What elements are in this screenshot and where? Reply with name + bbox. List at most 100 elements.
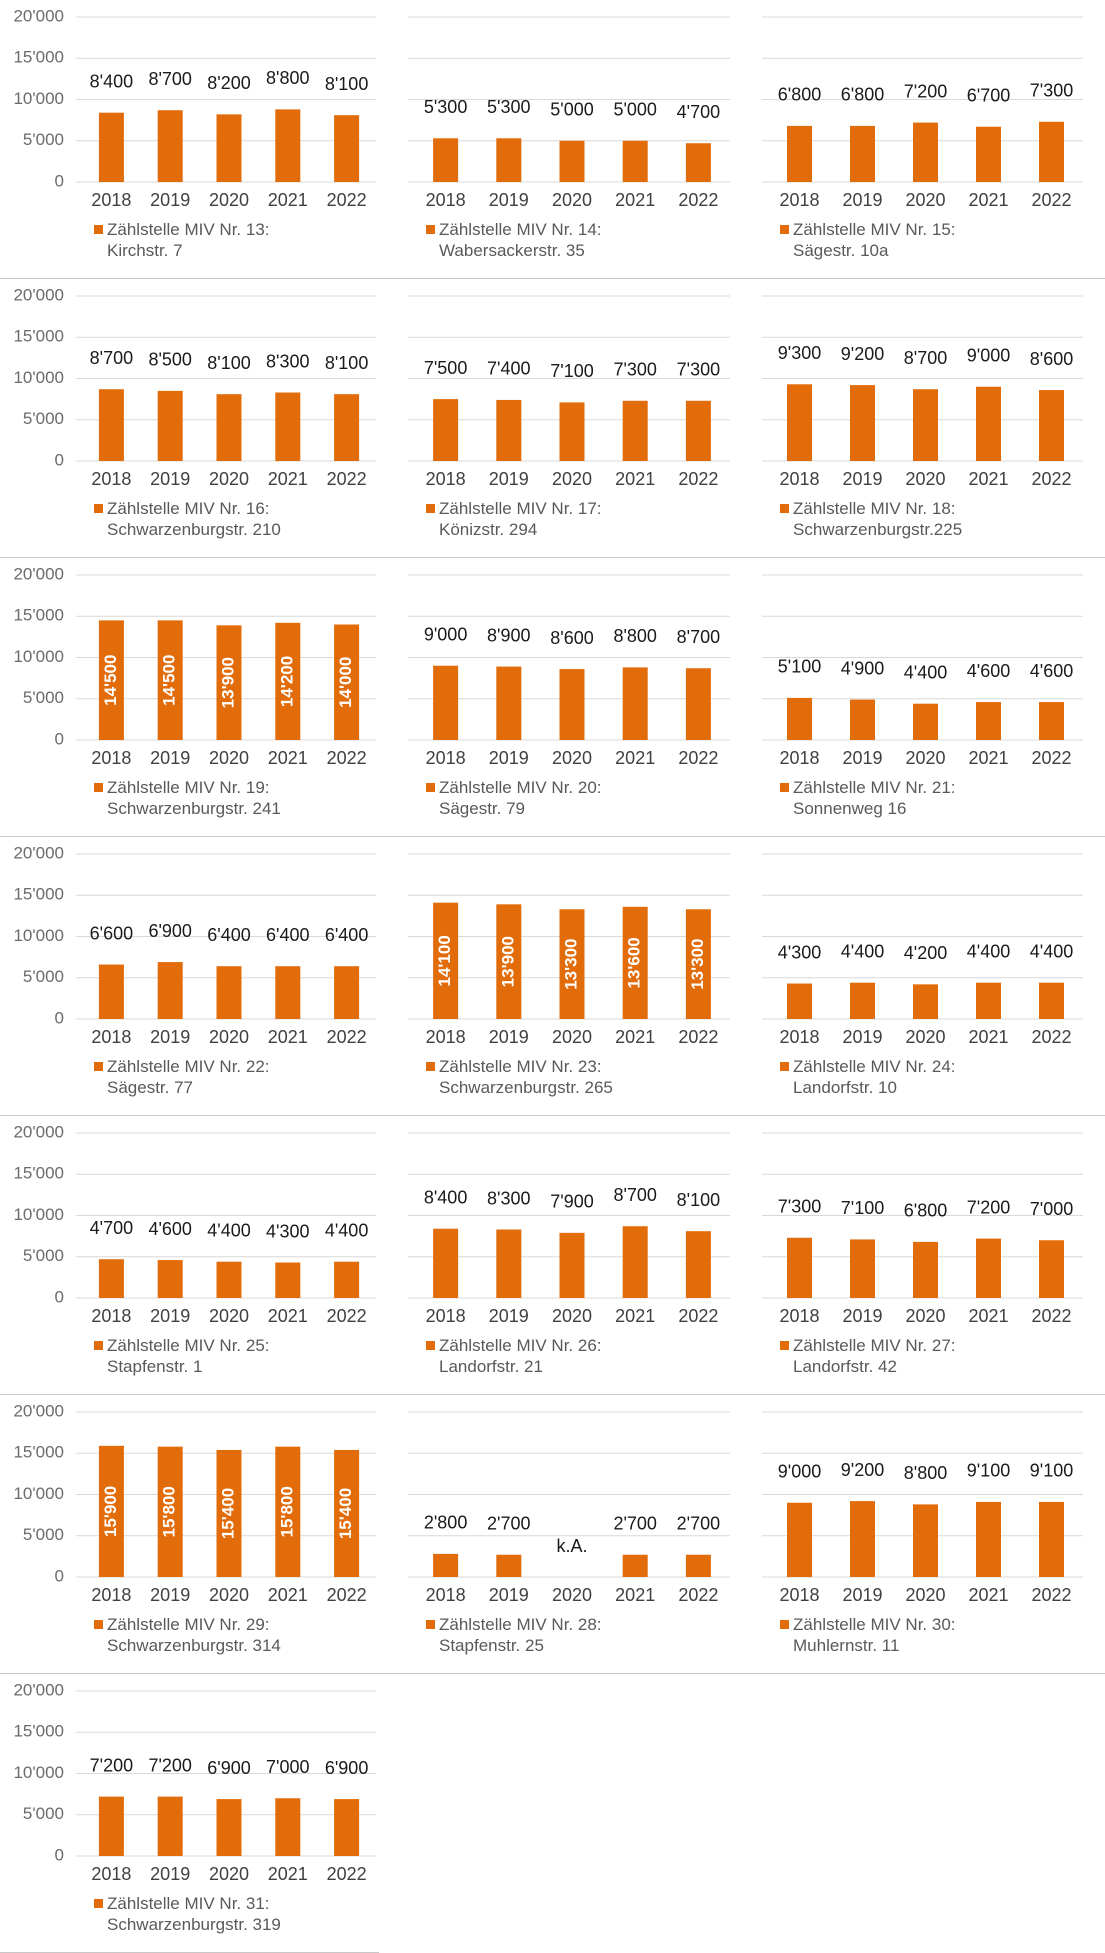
x-tick-label: 2021 xyxy=(268,469,308,489)
y-tick-label: 10'000 xyxy=(13,647,64,666)
legend: Zählstelle MIV Nr. 15: Sägestr. 10a xyxy=(780,219,956,261)
legend: Zählstelle MIV Nr. 22: Sägestr. 77 xyxy=(94,1056,270,1098)
bar xyxy=(334,966,360,1019)
x-tick-label: 2022 xyxy=(327,1027,367,1047)
bar xyxy=(157,390,183,461)
value-label: 8'700 xyxy=(613,1185,656,1205)
value-label: 8'700 xyxy=(148,69,191,89)
y-tick-label: 5'000 xyxy=(23,1246,64,1265)
x-tick-label: 2018 xyxy=(91,748,131,768)
x-tick-label: 2018 xyxy=(91,1585,131,1605)
bar xyxy=(334,1799,360,1856)
chart-panel: 2018 5'300 2019 5'300 2020 5'000 2021 5'000 2022… xyxy=(379,0,758,279)
y-tick-label: 0 xyxy=(55,1287,64,1306)
y-tick-label: 15'000 xyxy=(13,606,64,625)
legend-swatch xyxy=(780,225,789,234)
legend-label: Zählstelle MIV Nr. 16: Schwarzenburgstr.… xyxy=(107,499,281,539)
x-tick-label: 2021 xyxy=(268,190,308,210)
chart: 2018 9'000 2019 9'200 2020 8'800 2021 9'100 2022… xyxy=(762,1411,1083,1605)
value-label: 7'200 xyxy=(148,1755,191,1775)
bar xyxy=(275,622,301,740)
legend-label: Zählstelle MIV Nr. 13: Kirchstr. 7 xyxy=(107,220,270,260)
bar xyxy=(1039,1240,1064,1298)
bar xyxy=(334,115,360,182)
bar xyxy=(850,385,875,461)
bar xyxy=(622,140,648,182)
x-tick-label: 2019 xyxy=(489,748,529,768)
legend: Zählstelle MIV Nr. 29: Schwarzenburgstr.… xyxy=(94,1614,281,1656)
bar xyxy=(157,1446,183,1577)
bar xyxy=(913,1241,938,1298)
value-label: 6'900 xyxy=(148,921,191,941)
bar xyxy=(685,668,711,740)
chart: 2018 14'100 2019 13'900 2020 13'300 2021 13'600… xyxy=(408,853,730,1047)
legend: Zählstelle MIV Nr. 24: Landorfstr. 10 xyxy=(780,1056,956,1098)
y-tick-label: 20'000 xyxy=(13,843,64,862)
bar xyxy=(98,389,124,461)
x-tick-label: 2021 xyxy=(615,1585,655,1605)
x-tick-label: 2019 xyxy=(150,1585,190,1605)
bar xyxy=(98,112,124,182)
bar xyxy=(496,138,522,182)
chart-panel: 0 5'000 10'000 15'000 20'000 2018 14'500 2019 14… xyxy=(0,558,379,837)
value-label: 8'600 xyxy=(550,628,593,648)
bar xyxy=(622,667,648,740)
bar xyxy=(216,1261,242,1298)
x-tick-label: 2019 xyxy=(489,1027,529,1047)
value-label: 13'900 xyxy=(218,657,237,708)
y-tick-label: 15'000 xyxy=(13,1164,64,1183)
x-tick-label: 2022 xyxy=(1031,1585,1071,1605)
value-label: 6'900 xyxy=(207,1758,250,1778)
value-label: 6'400 xyxy=(325,925,368,945)
x-tick-label: 2018 xyxy=(426,1306,466,1326)
legend-swatch xyxy=(780,1341,789,1350)
x-tick-label: 2018 xyxy=(779,190,819,210)
bar xyxy=(622,906,648,1019)
x-tick-label: 2022 xyxy=(678,190,718,210)
x-tick-label: 2019 xyxy=(489,469,529,489)
x-tick-label: 2022 xyxy=(327,1585,367,1605)
chart-panel: 2018 7'300 2019 7'100 2020 6'800 2021 7'200 2022… xyxy=(758,1116,1105,1395)
bar xyxy=(496,1229,522,1298)
bar xyxy=(216,625,242,740)
x-tick-label: 2022 xyxy=(327,190,367,210)
y-tick-label: 0 xyxy=(55,1845,64,1864)
bar xyxy=(850,1239,875,1298)
x-tick-label: 2020 xyxy=(552,1027,592,1047)
x-tick-label: 2019 xyxy=(150,190,190,210)
x-tick-label: 2020 xyxy=(209,1585,249,1605)
value-label: 8'100 xyxy=(207,353,250,373)
bar xyxy=(787,384,812,461)
value-label: 2'700 xyxy=(613,1513,656,1533)
value-label: 13'900 xyxy=(498,936,517,987)
bar xyxy=(275,109,301,182)
legend-label: Zählstelle MIV Nr. 14: Wabersackerstr. 3… xyxy=(439,220,602,260)
x-tick-label: 2018 xyxy=(426,1027,466,1047)
legend-swatch xyxy=(426,1620,435,1629)
bar xyxy=(622,1554,648,1577)
value-label: 14'200 xyxy=(277,656,296,707)
x-tick-label: 2020 xyxy=(209,1306,249,1326)
legend-label: Zählstelle MIV Nr. 22: Sägestr. 77 xyxy=(107,1057,270,1097)
value-label: 9'300 xyxy=(778,343,821,363)
x-tick-label: 2020 xyxy=(552,1306,592,1326)
x-tick-label: 2019 xyxy=(842,469,882,489)
legend: Zählstelle MIV Nr. 23: Schwarzenburgstr.… xyxy=(426,1056,613,1098)
bar xyxy=(334,1449,360,1577)
bar xyxy=(98,1445,124,1577)
chart-panel: 2018 9'300 2019 9'200 2020 8'700 2021 9'000 2022… xyxy=(758,279,1105,558)
value-label: 8'800 xyxy=(904,1463,947,1483)
chart-panel: 2018 5'100 2019 4'900 2020 4'400 2021 4'600 2022… xyxy=(758,558,1105,837)
x-tick-label: 2021 xyxy=(615,748,655,768)
x-tick-label: 2020 xyxy=(209,748,249,768)
y-tick-label: 15'000 xyxy=(13,48,64,67)
x-tick-label: 2020 xyxy=(552,1585,592,1605)
bar xyxy=(433,665,459,740)
value-label: 8'400 xyxy=(424,1187,467,1207)
legend-label: Zählstelle MIV Nr. 31: Schwarzenburgstr.… xyxy=(107,1894,281,1934)
value-label: 15'800 xyxy=(160,1486,179,1537)
legend-swatch xyxy=(94,1062,103,1071)
chart-panel: 2018 9'000 2019 8'900 2020 8'600 2021 8'800 2022… xyxy=(379,558,758,837)
legend-swatch xyxy=(780,1620,789,1629)
